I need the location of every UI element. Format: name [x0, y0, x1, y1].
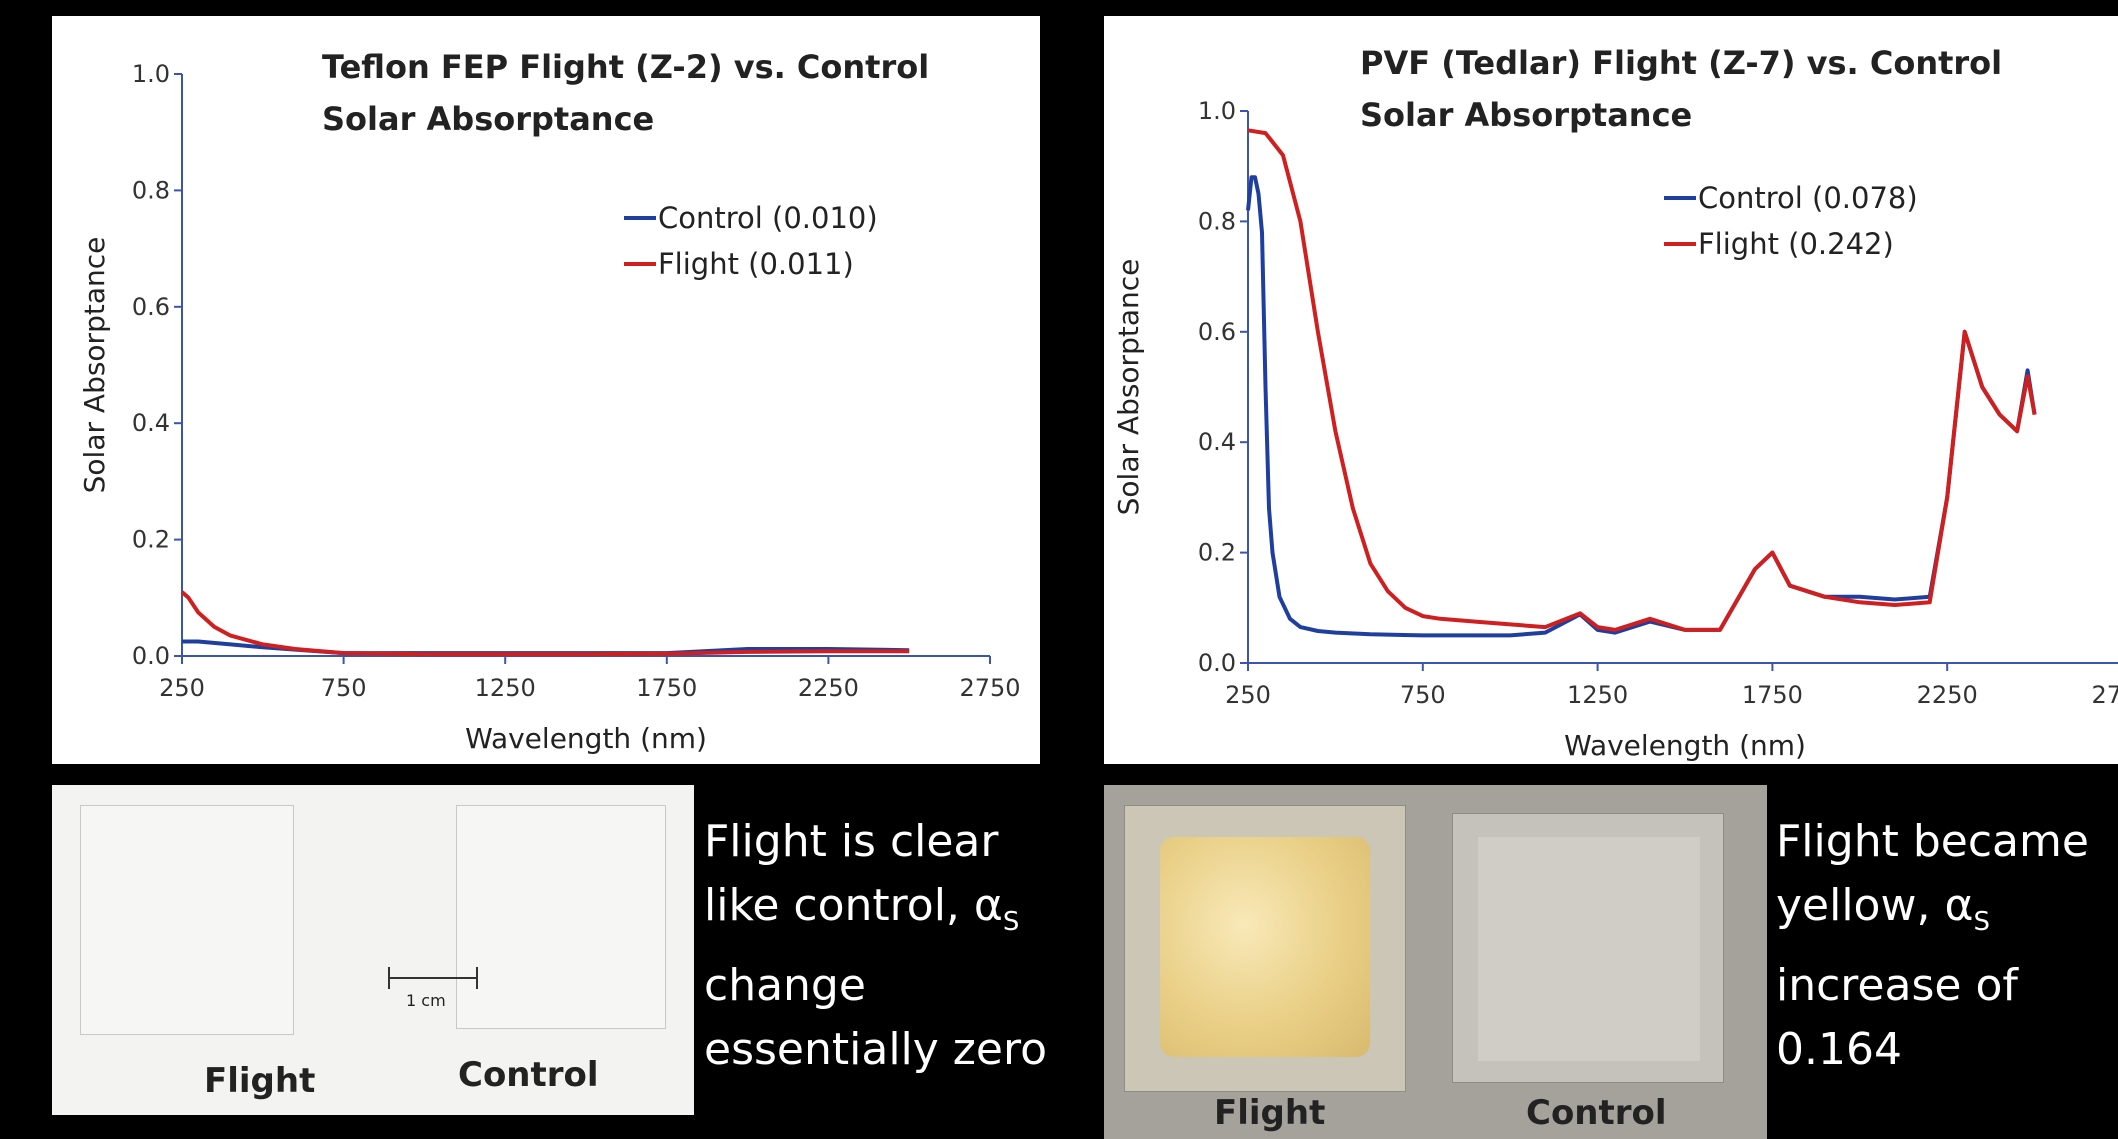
- x-axis-label: Wavelength (nm): [465, 722, 707, 755]
- chart-panel-fep: 0.0 0.2 0.4 0.6 0.8 1.0 250 750 1250 1750 2250 2750…: [52, 16, 1040, 764]
- y-axis-label: Solar Absorptance: [78, 237, 111, 494]
- photo-label-control: Control: [458, 1055, 599, 1095]
- series-line-flight: [1247, 128, 2037, 632]
- y-tick-label: 1.0: [132, 60, 170, 88]
- scale-bar-label: 1 cm: [406, 991, 446, 1010]
- photo-label-flight: Flight: [1214, 1093, 1326, 1133]
- y-tick-label: 0.4: [1198, 428, 1236, 456]
- x-tick-label: 1750: [636, 674, 697, 702]
- series-line-flight: [180, 590, 910, 657]
- photo-pvf-samples: Flight Control: [1104, 785, 1767, 1139]
- x-tick-label: 2750: [959, 674, 1020, 702]
- x-tick-label: 250: [159, 674, 205, 702]
- caption-line: Flight became: [1776, 816, 2089, 867]
- chart-subtitle: Solar Absorptance: [1360, 96, 1692, 134]
- chart-subtitle: Solar Absorptance: [322, 100, 654, 138]
- y-tick-label: 0.2: [1198, 539, 1236, 567]
- x-tick-label: 1250: [475, 674, 536, 702]
- caption-fep: Flight is clear like control, αS change …: [704, 810, 1064, 1082]
- y-tick-label: 0.6: [132, 293, 170, 321]
- y-tick-label: 0.4: [132, 409, 170, 437]
- scale-bar: 1 cm: [388, 967, 478, 1010]
- chart-title: PVF (Tedlar) Flight (Z-7) vs. Control: [1360, 44, 2002, 82]
- y-axis-label: Solar Absorptance: [1112, 259, 1145, 516]
- y-tick-label: 1.0: [1198, 97, 1236, 125]
- caption-line: 0.164: [1776, 1023, 1902, 1075]
- x-tick-label: 1750: [1742, 681, 1803, 709]
- legend-label: Flight (0.242): [1698, 227, 1894, 261]
- caption-line: increase of: [1776, 959, 2018, 1011]
- y-tick-label: 0.0: [1198, 649, 1236, 677]
- legend-label: Flight (0.011): [658, 247, 854, 281]
- caption-line: yellow, αS: [1776, 880, 1990, 937]
- caption-line: like control, αS: [704, 880, 1020, 937]
- caption-line: change: [704, 959, 866, 1011]
- flight-film-sample: [80, 805, 294, 1035]
- x-tick-label: 750: [1400, 681, 1446, 709]
- caption-line: Flight is clear: [704, 816, 999, 867]
- legend-label: Control (0.078): [1698, 181, 1918, 215]
- x-axis-label: Wavelength (nm): [1564, 729, 1806, 762]
- photo-label-flight: Flight: [204, 1061, 316, 1101]
- series-line-control: [1246, 175, 2037, 638]
- photo-label-control: Control: [1526, 1093, 1667, 1133]
- chart-svg-fep: 0.0 0.2 0.4 0.6 0.8 1.0 250 750 1250 1750 2250 2750…: [78, 48, 1021, 755]
- chart-svg-pvf: 0.0 0.2 0.4 0.6 0.8 1.0 250 750 1250 1750 2250 2750…: [1112, 44, 2118, 762]
- y-tick-label: 0.6: [1198, 318, 1236, 346]
- caption-line: essentially zero: [704, 1023, 1047, 1075]
- x-tick-label: 750: [321, 674, 367, 702]
- y-tick-label: 0.8: [1198, 207, 1236, 235]
- flight-film-yellow-area: [1160, 837, 1370, 1057]
- y-tick-label: 0.2: [132, 526, 170, 554]
- x-tick-label: 250: [1225, 681, 1271, 709]
- x-tick-label: 2250: [798, 674, 859, 702]
- photo-fep-samples: 1 cm Flight Control: [52, 785, 694, 1115]
- x-tick-label: 1250: [1567, 681, 1628, 709]
- y-tick-label: 0.8: [132, 176, 170, 204]
- caption-pvf: Flight became yellow, αS increase of 0.1…: [1776, 810, 2116, 1082]
- x-tick-label: 2750: [2091, 681, 2118, 709]
- chart-title: Teflon FEP Flight (Z-2) vs. Control: [322, 48, 929, 86]
- control-film-sample: [456, 805, 666, 1029]
- y-tick-label: 0.0: [132, 642, 170, 670]
- legend-label: Control (0.010): [658, 201, 878, 235]
- x-tick-label: 2250: [1917, 681, 1978, 709]
- chart-panel-pvf: 0.0 0.2 0.4 0.6 0.8 1.0 250 750 1250 1750 2250 2750…: [1104, 16, 2118, 764]
- control-film-inner: [1478, 837, 1700, 1061]
